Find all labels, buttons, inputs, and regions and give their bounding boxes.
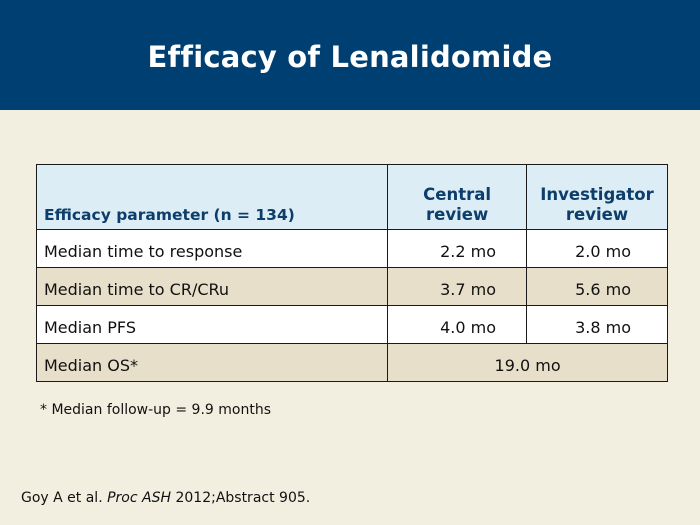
- table-row: Median time to response 2.2 mo 2.0 mo: [35, 229, 668, 268]
- footnote: * Median follow-up = 9.9 months: [40, 402, 271, 418]
- row-label: Median PFS: [35, 305, 389, 344]
- combined-value: 19.0 mo: [387, 343, 668, 382]
- citation-authors: Goy A et al.: [21, 490, 103, 506]
- row-label: Median OS*: [35, 343, 389, 382]
- header-efficacy-parameter: Efficacy parameter (n = 134): [35, 164, 389, 230]
- central-value: 3.7 mo: [387, 267, 528, 306]
- table-header-row: Efficacy parameter (n = 134) Central rev…: [35, 164, 668, 230]
- investigator-value: 3.8 mo: [526, 305, 668, 344]
- header-central-line2: review: [426, 205, 489, 224]
- efficacy-table: Efficacy parameter (n = 134) Central rev…: [35, 164, 668, 382]
- header-central-review: Central review: [387, 164, 528, 230]
- investigator-value: 2.0 mo: [526, 229, 668, 268]
- citation: Goy A et al. Proc ASH 2012;Abstract 905.: [21, 490, 310, 506]
- header-central-line1: Central: [423, 185, 492, 204]
- table-row: Median OS* 19.0 mo: [35, 343, 668, 382]
- investigator-value: 5.6 mo: [526, 267, 668, 306]
- header-investigator-line1: Investigator: [540, 185, 654, 204]
- slide-title: Efficacy of Lenalidomide: [147, 40, 553, 74]
- header-investigator-review: Investigator review: [526, 164, 668, 230]
- central-value: 4.0 mo: [387, 305, 528, 344]
- citation-details: 2012;Abstract 905.: [175, 490, 311, 506]
- row-label: Median time to response: [35, 229, 389, 268]
- table-row: Median time to CR/CRu 3.7 mo 5.6 mo: [35, 267, 668, 306]
- title-banner: Efficacy of Lenalidomide: [0, 0, 700, 110]
- central-value: 2.2 mo: [387, 229, 528, 268]
- row-label: Median time to CR/CRu: [35, 267, 389, 306]
- citation-journal: Proc ASH: [107, 490, 172, 506]
- table-row: Median PFS 4.0 mo 3.8 mo: [35, 305, 668, 344]
- header-investigator-line2: review: [565, 205, 629, 224]
